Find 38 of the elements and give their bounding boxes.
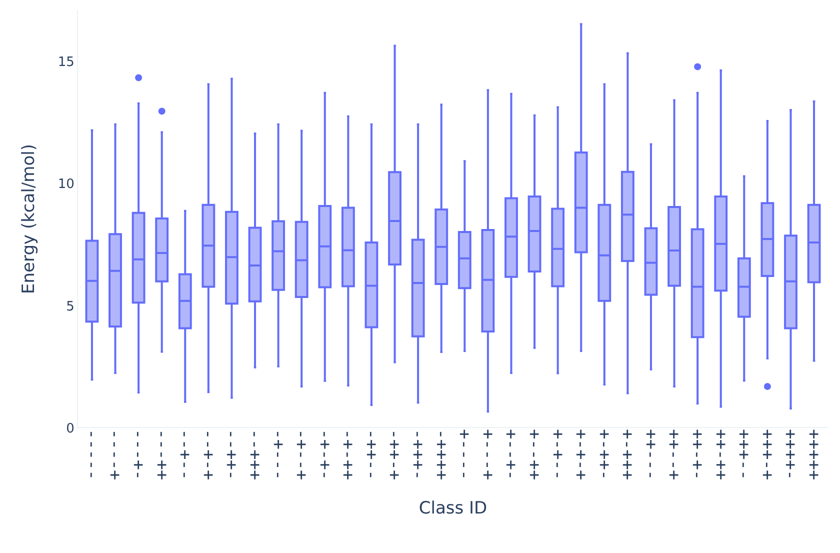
x-tick-label: -+--+ xyxy=(291,429,312,480)
y-tick-label: 0 xyxy=(66,422,74,437)
x-tick-label: --+-+ xyxy=(198,429,218,480)
x-tick-label: ++--+ xyxy=(664,429,684,480)
x-tick-label: +++-+ xyxy=(756,429,777,480)
x-tick-label: +-++- xyxy=(594,429,614,480)
x-tick-label: +--+- xyxy=(500,429,521,480)
x-tick-label: +-+-- xyxy=(547,429,568,480)
x-tick-label: -++-+ xyxy=(384,429,404,480)
y-tick-label: 15 xyxy=(58,54,74,70)
x-tick-label: --+++ xyxy=(244,429,264,480)
y-tick-label: 5 xyxy=(66,299,74,314)
x-tick-label: ----+ xyxy=(104,429,125,480)
x-tick-label: ---+- xyxy=(128,429,148,480)
x-tick-label: -+-+- xyxy=(314,429,334,480)
x-tick-label: ++--- xyxy=(640,429,660,480)
x-tick-label: ++-++ xyxy=(710,429,730,480)
x-tick-label: +++-- xyxy=(734,429,754,480)
x-tick-label: +-+-+ xyxy=(570,429,591,480)
x-tick-label: ---++ xyxy=(151,429,172,480)
x-tick-label: ++-+- xyxy=(687,429,708,480)
y-axis-title: Energy (kcal/mol) xyxy=(19,144,39,294)
x-tick-label: +---+ xyxy=(477,429,498,480)
x-axis-title: Class ID xyxy=(418,498,488,519)
x-tick-label: --++- xyxy=(221,429,242,480)
x-tick-label: +---- xyxy=(454,429,474,480)
x-tick-label: ----- xyxy=(81,429,102,480)
x-tick-label: ++++- xyxy=(780,429,800,480)
x-tick-label: --+-- xyxy=(174,429,195,480)
x-tick-label: +--++ xyxy=(524,429,544,480)
y-tick-label: 10 xyxy=(58,177,74,192)
x-tick-label: -++-- xyxy=(360,429,381,480)
x-tick-label: -+--- xyxy=(268,429,288,480)
x-tick-label: -+-++ xyxy=(338,429,358,480)
x-tick-label: +-+++ xyxy=(617,429,638,480)
x-tick-label: +++++ xyxy=(803,429,824,480)
x-tick-label: -+++- xyxy=(408,429,428,480)
x-tick-label: -++++ xyxy=(430,429,451,480)
